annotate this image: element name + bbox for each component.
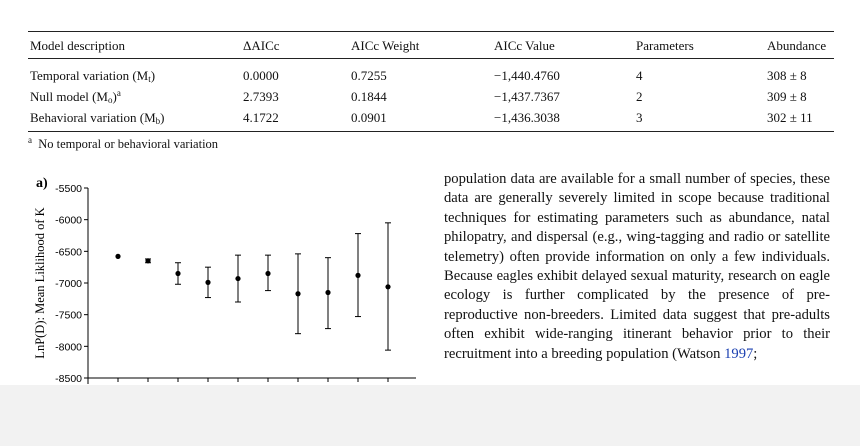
header-weight: AICc Weight [351,38,420,53]
data-point [265,270,271,277]
data-point [175,270,181,277]
y-axis-label: LnP(D): Mean Liklihood of K [33,207,47,358]
row-model-null: Null model (Mo)a [30,88,121,105]
y-tick-label: -7000 [55,278,82,290]
row-daicc: 0.0000 [243,68,279,83]
y-tick-label: -5500 [55,183,82,195]
data-point [295,291,301,297]
y-tick-label: -7500 [55,310,82,322]
y-tick-label: -8500 [55,373,82,385]
y-tick-label: -6500 [55,246,82,258]
row-daicc: 2.7393 [243,89,279,104]
data-point [235,275,241,282]
row-daicc: 4.1722 [243,110,279,125]
table-bottom-rule [28,131,834,132]
y-tick-label: -8000 [55,341,82,353]
header-parameters: Parameters [636,38,694,53]
data-point [325,289,331,296]
data-point [355,272,361,278]
paper-page: Model description ΔAICc AICc Weight AICc… [0,0,860,385]
row-parameters: 3 [636,110,643,125]
paragraph-tail: ; [753,345,758,362]
row-parameters: 2 [636,89,643,104]
likelihood-chart: a) LnP(D): Mean Liklihood of K -5500 -600… [28,173,416,385]
row-weight: 0.7255 [351,68,387,83]
header-daicc: ΔAICc [243,38,280,53]
header-abundance: Abundance [767,38,827,53]
row-abundance: 309 ± 8 [767,89,807,104]
data-point [385,284,391,290]
row-model-temporal: Temporal variation (Mt) [30,68,156,84]
row-value: −1,436.3038 [494,110,560,125]
chart-svg: a) LnP(D): Mean Liklihood of K -5500 -600… [33,176,416,385]
table-top-rule [28,31,834,32]
data-point [145,258,151,264]
row-model-behavioral: Behavioral variation (Mb) [30,110,165,126]
paragraph-text: population data are available for a smal… [444,171,830,362]
citation-link[interactable]: 1997 [724,345,754,362]
row-weight: 0.1844 [351,89,387,104]
header-model: Model description [30,38,125,53]
row-value: −1,437.7367 [494,89,560,104]
table-footnote: a No temporal or behavioral variation [28,135,219,152]
data-point [115,253,121,259]
table-header-rule [28,58,834,59]
row-value: −1,440.4760 [494,68,560,83]
body-paragraph: population data are available for a smal… [444,170,830,385]
row-weight: 0.0901 [351,110,387,125]
panel-label: a) [36,176,48,191]
row-parameters: 4 [636,68,643,83]
data-point [205,279,211,285]
row-abundance: 302 ± 11 [767,110,813,125]
header-value: AICc Value [494,38,555,53]
y-tick-label: -6000 [55,215,82,227]
row-abundance: 308 ± 8 [767,68,807,83]
